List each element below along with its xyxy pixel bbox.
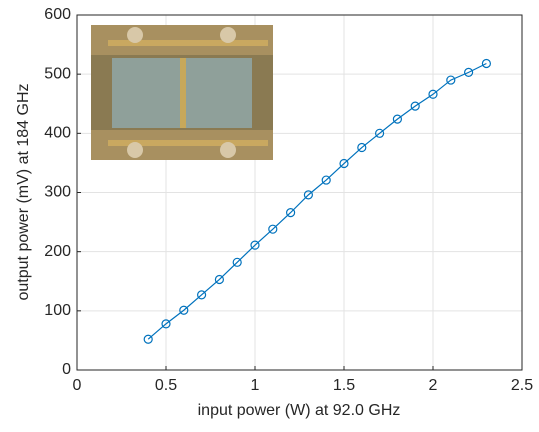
y-tick-label: 100 [44,302,71,319]
y-tick-label: 600 [44,6,71,23]
data-point [303,190,313,200]
data-point [214,274,224,285]
x-tick-label: 1 [251,377,260,394]
y-tick-label: 0 [62,361,71,378]
data-point [375,128,385,138]
data-point [321,175,331,185]
data-point [410,101,420,111]
data-point [392,114,402,124]
x-tick-label: 0 [73,377,82,394]
y-axis-label: output power (mV) at 184 GHz [15,84,32,301]
data-point [428,89,438,99]
x-tick-label: 2 [429,377,438,394]
data-point [161,319,171,329]
x-tick-label: 2.5 [511,377,533,394]
data-point [357,142,367,153]
data-point [481,58,491,69]
data-point [179,305,189,315]
data-point [197,290,207,300]
y-tick-label: 200 [44,243,71,260]
y-tick-label: 300 [44,184,71,201]
data-point [232,257,242,267]
data-point [339,158,349,169]
y-tick-label: 400 [44,125,71,142]
inset-photo [91,25,273,160]
data-point [286,208,296,218]
data-point [250,240,260,250]
x-tick-label: 0.5 [155,377,177,394]
axes-box [76,14,523,371]
y-tick-label: 500 [44,65,71,82]
x-axis-label: input power (W) at 92.0 GHz [198,402,401,419]
data-point [464,67,474,77]
data-point [446,75,456,85]
x-tick-label: 1.5 [333,377,355,394]
data-point [268,224,278,234]
data-point [143,334,153,344]
